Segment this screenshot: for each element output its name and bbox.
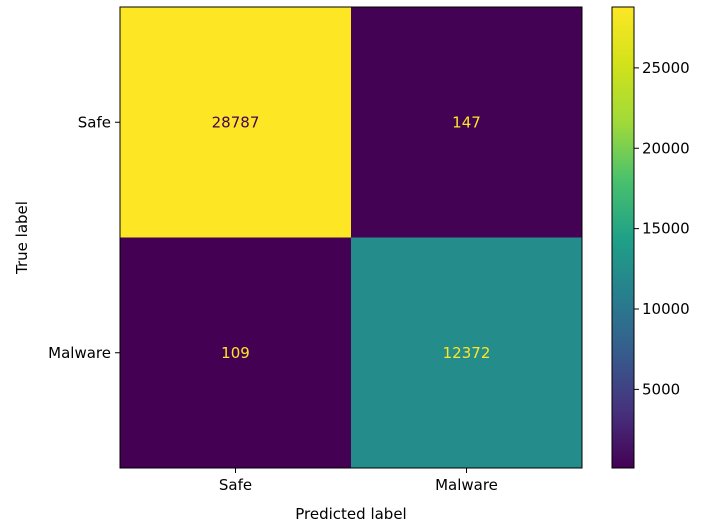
x-tick-label: Safe xyxy=(219,476,252,494)
cell-value-label: 12372 xyxy=(443,344,491,362)
cell-value-label: 28787 xyxy=(212,113,260,131)
matrix-cells xyxy=(120,7,582,468)
matrix-cell xyxy=(351,237,582,468)
cell-value-label: 109 xyxy=(221,344,250,362)
matrix-cell xyxy=(120,7,351,238)
colorbar xyxy=(611,6,635,469)
y-axis-ticks: Safe Malware xyxy=(48,113,120,362)
y-tick-label: Safe xyxy=(78,113,111,131)
x-axis-label: Predicted label xyxy=(295,505,406,523)
matrix-cell xyxy=(351,7,582,238)
x-tick-label: Malware xyxy=(435,476,498,494)
colorbar-tick-label: 10000 xyxy=(642,300,690,318)
matrix-cell xyxy=(120,237,351,468)
plot-frame xyxy=(119,6,583,469)
colorbar-tick-label: 15000 xyxy=(642,220,690,238)
colorbar-tick-label: 25000 xyxy=(642,59,690,77)
y-axis-label: True label xyxy=(13,201,31,275)
colorbar-tick-label: 20000 xyxy=(642,139,690,157)
x-axis-ticks: Safe Malware xyxy=(219,468,498,494)
matrix-cell-labels: 28787 147 109 12372 xyxy=(212,113,491,362)
colorbar-ticks: 5000 10000 15000 20000 25000 xyxy=(634,59,690,398)
y-tick-label: Malware xyxy=(48,344,111,362)
colorbar-tick-label: 5000 xyxy=(642,380,680,398)
cell-value-label: 147 xyxy=(452,113,481,131)
